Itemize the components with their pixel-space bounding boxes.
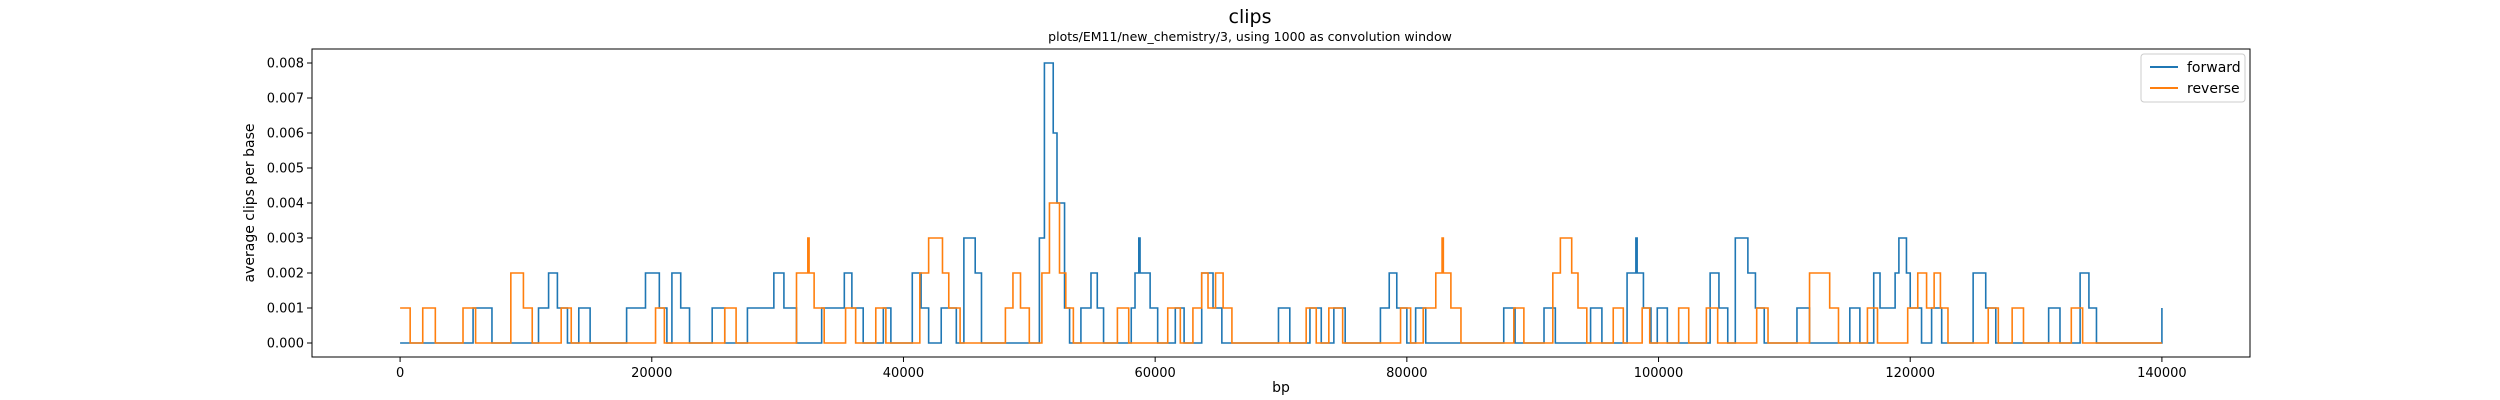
x-tick-label: 20000	[631, 366, 672, 381]
x-axis-ticks: 0 20000 40000 60000 80000 100000 120000 140000	[396, 357, 2187, 381]
x-axis-label: bp	[1272, 380, 1290, 396]
chart-title: clips	[1229, 6, 1272, 28]
y-axis-ticks: 0.000 0.001 0.002 0.003 0.004 0.005 0.006 0.007…	[267, 57, 312, 352]
legend-label-reverse: reverse	[2187, 81, 2240, 97]
y-axis-label: average clips per base	[242, 124, 258, 283]
plot-frame	[311, 48, 2251, 358]
y-tick-label: 0.007	[267, 92, 304, 107]
series-line-forward	[400, 62, 2163, 344]
chart-subtitle: plots/EM11/new_chemistry/3, using 1000 a…	[1048, 29, 1452, 44]
y-tick-label: 0.003	[267, 232, 304, 247]
x-tick-label: 40000	[883, 366, 924, 381]
y-tick-label: 0.002	[267, 267, 304, 282]
x-tick-label: 80000	[1386, 366, 1427, 381]
legend-label-forward: forward	[2187, 60, 2241, 76]
x-tick-label: 100000	[1634, 366, 1684, 381]
y-tick-label: 0.000	[267, 337, 304, 352]
x-tick-label: 0	[396, 366, 404, 381]
y-tick-label: 0.006	[267, 127, 304, 142]
x-tick-label: 120000	[1885, 366, 1935, 381]
y-tick-label: 0.008	[267, 57, 304, 72]
y-tick-label: 0.005	[267, 162, 304, 177]
plot-lines	[400, 62, 2163, 344]
x-tick-label: 140000	[2137, 366, 2187, 381]
y-tick-label: 0.001	[267, 302, 304, 317]
legend: forward reverse	[2140, 53, 2246, 103]
x-tick-label: 60000	[1134, 366, 1175, 381]
y-tick-label: 0.004	[267, 197, 304, 212]
series-line-reverse	[400, 202, 2162, 344]
